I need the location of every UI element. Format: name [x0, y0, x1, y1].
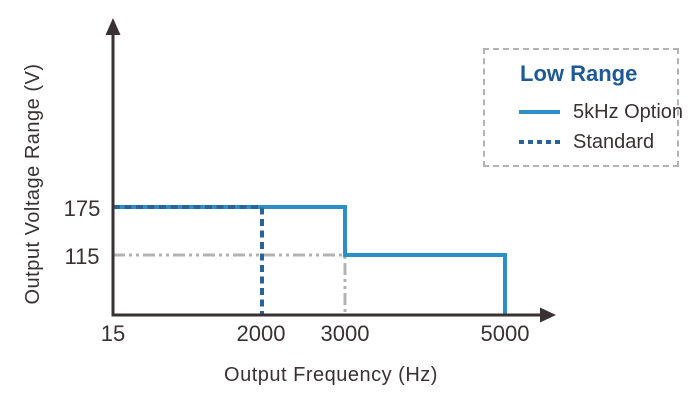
legend-item-label: 5kHz Option — [573, 101, 684, 123]
y-axis-title: Output Voltage Range (V) — [22, 63, 44, 305]
y-axis-arrow-icon — [105, 18, 121, 35]
series-standard-line — [113, 205, 264, 315]
legend-item-5khz-option: 5kHz Option — [519, 102, 683, 122]
x-axis-title: Output Frequency (Hz) — [224, 364, 438, 386]
y-tick-115: 115 — [64, 244, 100, 269]
legend-item-label: Standard — [573, 131, 655, 153]
solid-line-swatch-icon — [519, 110, 560, 114]
legend-box: Low Range 5kHz Option Standard — [483, 48, 683, 167]
x-tick-3000: 3000 — [320, 321, 370, 346]
y-tick-175: 175 — [63, 196, 101, 221]
dashed-line-swatch-icon — [519, 140, 560, 144]
reference-line-115v-3000hz — [113, 253, 347, 315]
x-tick-5000: 5000 — [480, 321, 530, 346]
x-tick-2000: 2000 — [236, 321, 286, 346]
series-5khz-option-line — [113, 205, 507, 315]
x-axis-arrow-icon — [540, 307, 556, 323]
legend-title: Low Range — [520, 61, 638, 86]
legend-item-standard: Standard — [519, 132, 654, 152]
x-tick-15: 15 — [100, 321, 126, 346]
